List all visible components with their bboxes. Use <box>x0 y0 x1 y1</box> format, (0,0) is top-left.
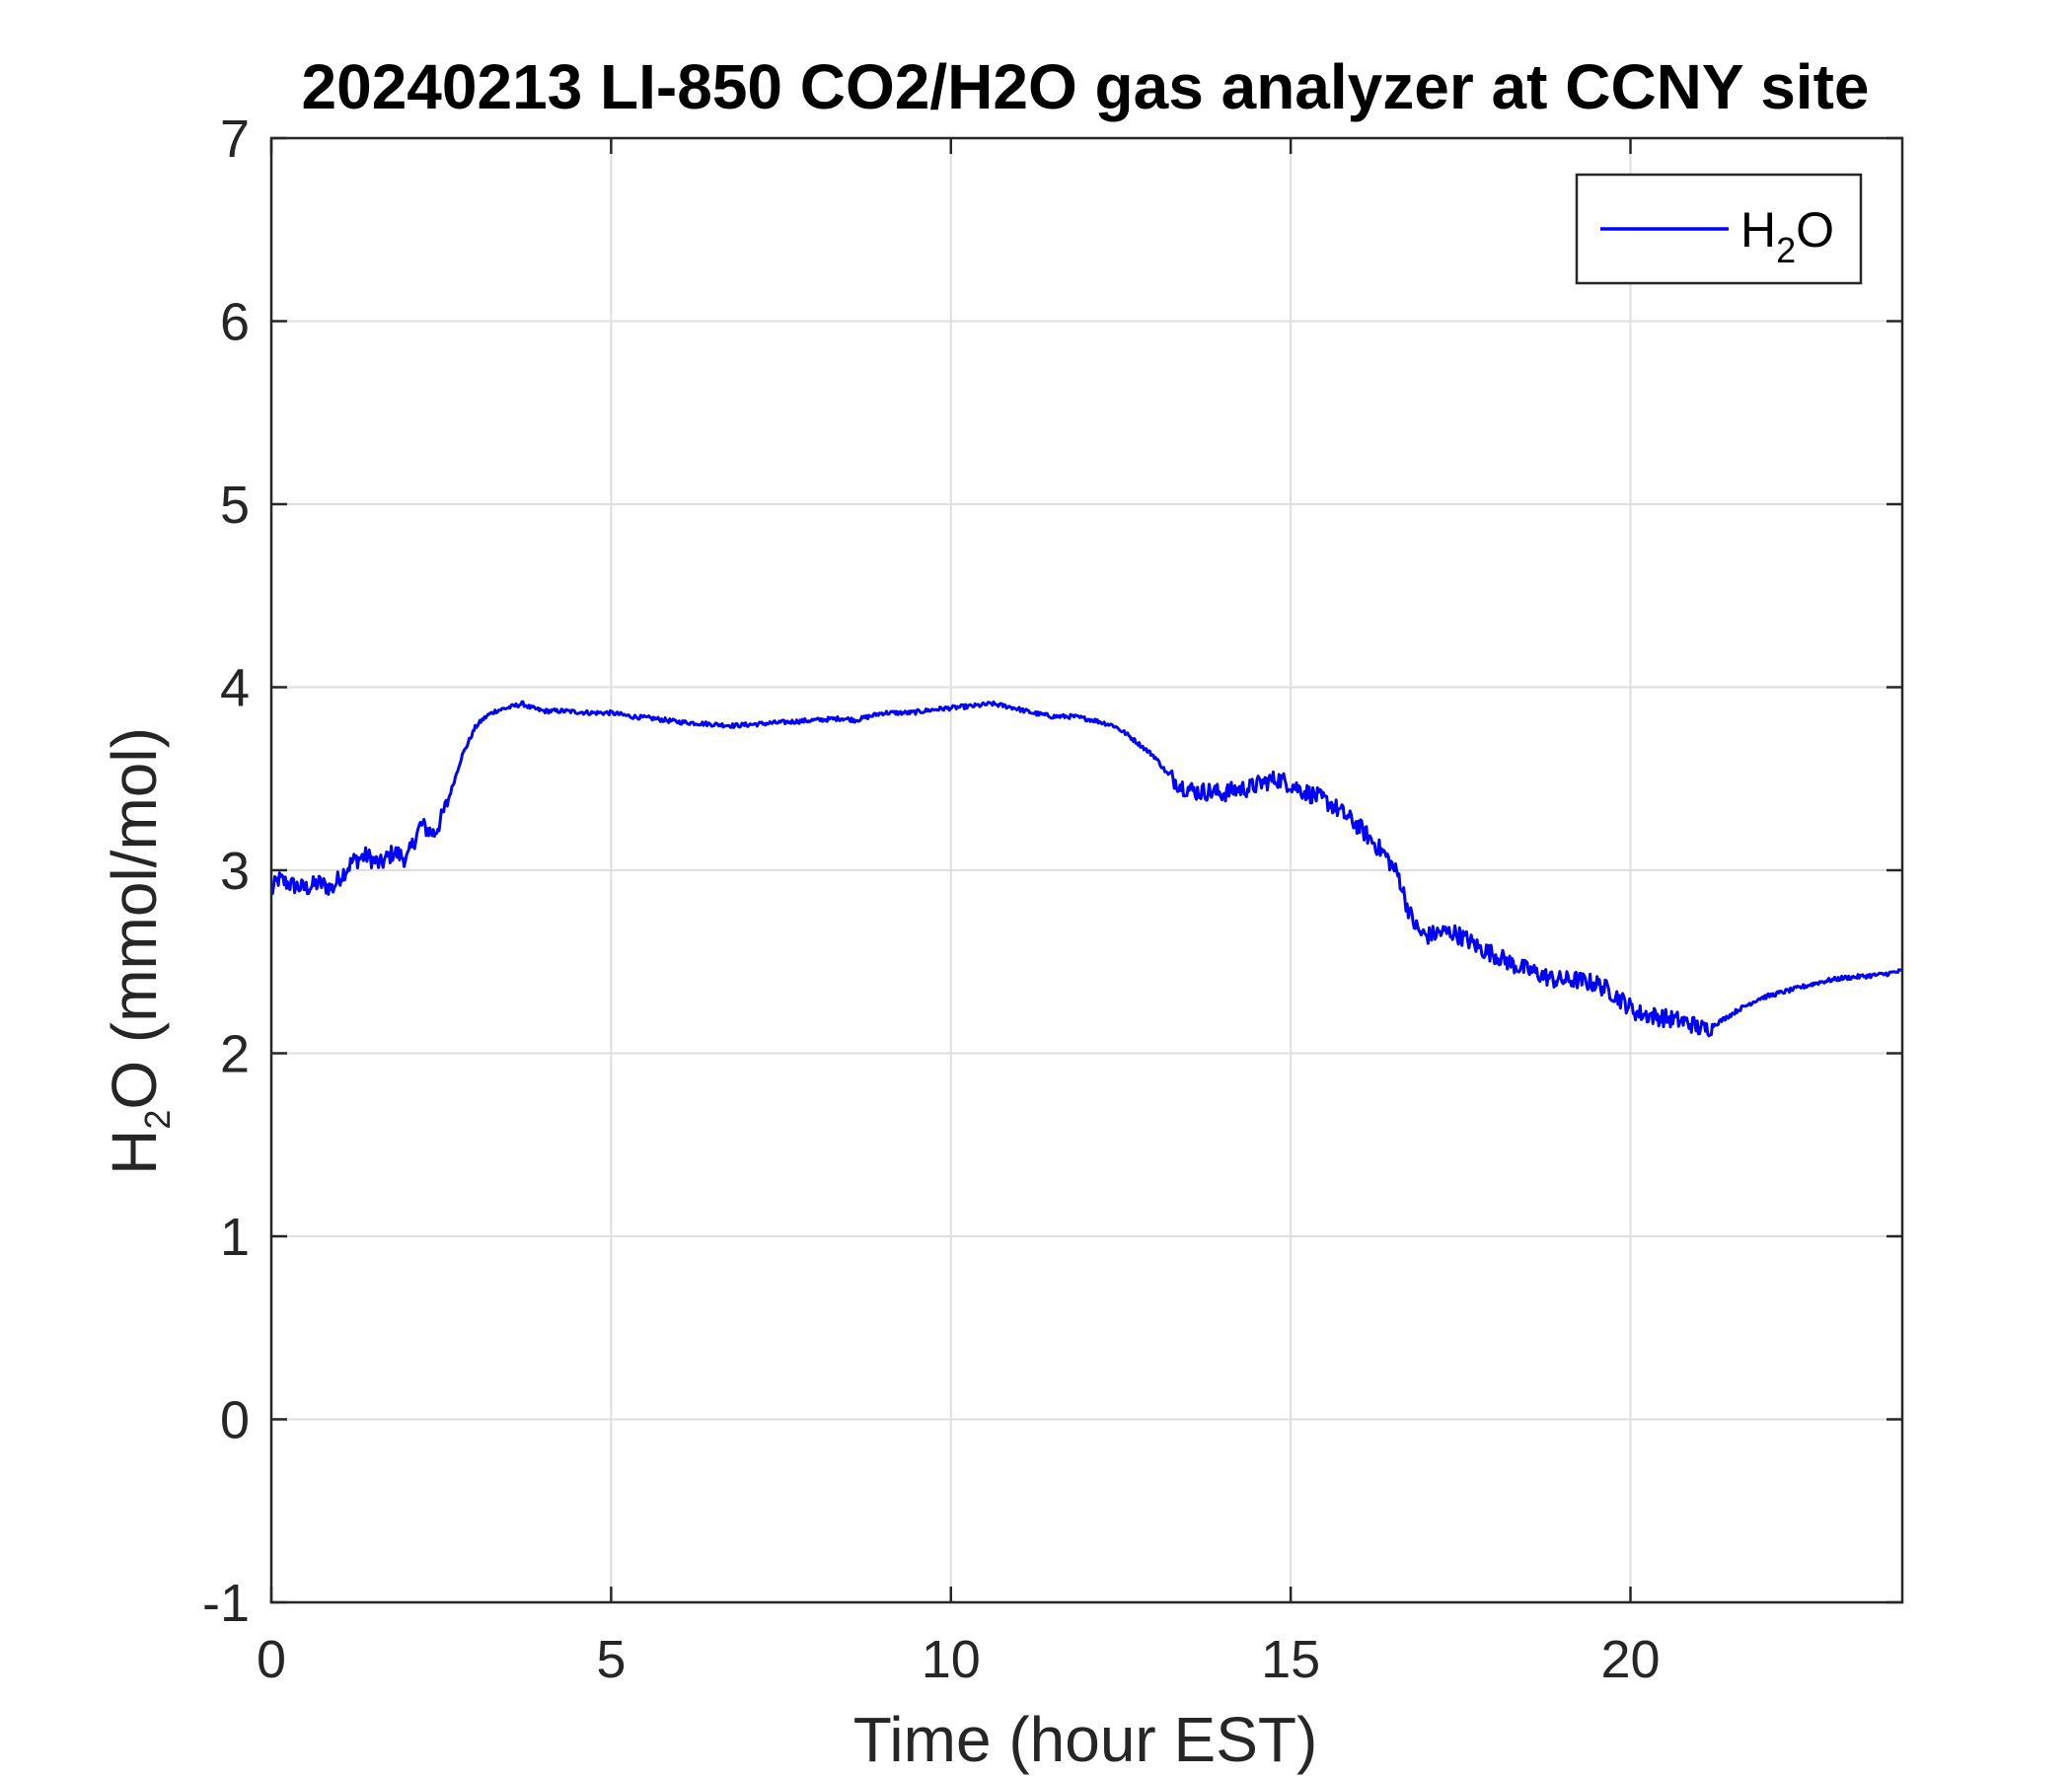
legend-label-rest: O <box>1796 202 1834 258</box>
y-tick-label: 5 <box>220 476 250 535</box>
y-tick-label: 6 <box>220 293 250 352</box>
x-tick-label: 15 <box>1261 1630 1320 1689</box>
x-tick-label: 10 <box>922 1630 981 1689</box>
chart-title: 20240213 LI-850 CO2/H2O gas analyzer at … <box>302 51 1870 122</box>
legend-label-subscript: 2 <box>1776 230 1796 270</box>
x-tick-label: 20 <box>1600 1630 1660 1689</box>
y-tick-label: 3 <box>220 842 250 901</box>
y-tick-label: 2 <box>220 1025 250 1084</box>
h2o-series-line <box>269 700 1903 1038</box>
legend: H2O <box>1575 173 1863 285</box>
y-axis-label-subscript: 2 <box>137 1110 178 1130</box>
y-tick-label: -1 <box>202 1574 250 1633</box>
y-tick-label: 7 <box>220 110 250 169</box>
grid-lines <box>271 138 1902 1602</box>
data-series-layer <box>269 700 1903 1038</box>
y-tick-labels: -1 0 1 2 3 4 5 6 7 <box>202 110 250 1633</box>
y-tick-label: 0 <box>220 1391 250 1450</box>
y-tick-label: 1 <box>220 1208 250 1267</box>
x-tick-label: 5 <box>596 1630 626 1689</box>
x-tick-labels: 0 5 10 15 20 <box>257 1630 1661 1689</box>
y-axis-label-rest: O (mmol/mol) <box>99 727 170 1110</box>
y-tick-label: 4 <box>220 659 250 718</box>
legend-label-main: H <box>1740 202 1776 258</box>
tick-marks <box>269 136 1902 1604</box>
x-axis-label: Time (hour EST) <box>853 1704 1318 1775</box>
legend-label: H2O <box>1740 202 1834 270</box>
x-tick-label: 0 <box>257 1630 286 1689</box>
y-axis-label: H2O (mmol/mol) <box>99 727 178 1175</box>
y-axis-label-main: H <box>99 1130 170 1175</box>
